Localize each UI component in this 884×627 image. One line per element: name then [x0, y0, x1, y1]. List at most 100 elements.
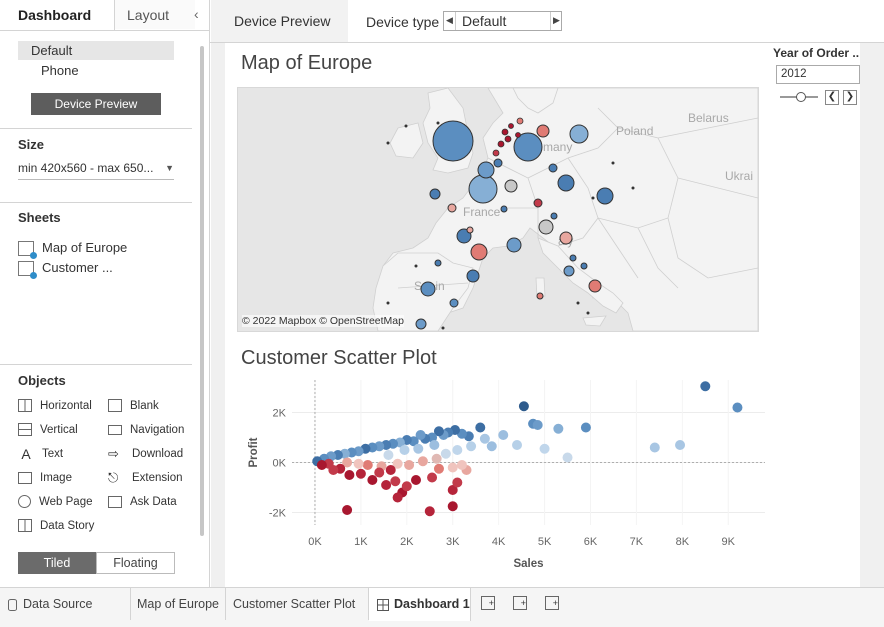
map-bubble [492, 149, 500, 157]
object-image[interactable]: Image [18, 470, 72, 486]
object-vertical[interactable]: Vertical [18, 422, 78, 438]
dashboard-canvas: Map of Europe [225, 43, 860, 587]
sheet-item-customer[interactable]: Customer ... [18, 260, 113, 280]
layout-floating-button[interactable]: Floating [96, 552, 175, 574]
map-bubble [456, 228, 472, 244]
scatter-point [374, 467, 385, 478]
x-tick-label: 0K [308, 536, 322, 548]
object-data-story[interactable]: Data Story [18, 518, 94, 534]
new-worksheet-icon[interactable]: + [481, 596, 495, 610]
object-navigation[interactable]: Navigation [108, 422, 184, 438]
object-ask-data[interactable]: Ask Data [108, 494, 177, 510]
scatter-point [413, 443, 424, 454]
scatter-point [452, 477, 463, 488]
scatter-point [316, 460, 327, 470]
separator [0, 202, 192, 203]
x-tick-label: 7K [630, 536, 644, 548]
map-label-france: France [463, 205, 501, 219]
scatter-point [649, 442, 660, 453]
scatter-point [392, 492, 403, 503]
land-italy [537, 237, 624, 314]
scatter-point [447, 501, 458, 512]
scatter-point [475, 422, 486, 433]
sheet-item-map[interactable]: Map of Europe [18, 240, 127, 260]
scatter-point [415, 430, 426, 440]
year-filter-label: Year of Order .. [773, 46, 860, 60]
device-option-default[interactable]: Default [18, 41, 174, 60]
scatter-point [404, 460, 415, 470]
map-bubble [550, 212, 558, 220]
map-bubble [559, 231, 573, 245]
year-slider[interactable] [780, 92, 818, 102]
object-web-page[interactable]: Web Page [18, 494, 93, 510]
scatter-point [427, 472, 438, 483]
prev-arrow-icon[interactable]: ◀ [446, 15, 453, 25]
year-prev-button[interactable]: ❮ [825, 90, 839, 105]
dropdown-arrow-icon: ▼ [165, 163, 174, 173]
tab-dashboard[interactable]: Dashboard [0, 0, 114, 30]
map-bubble [569, 254, 577, 262]
x-tick-label: 9K [722, 536, 736, 548]
scatter-point [342, 457, 353, 468]
download-icon: ⇨ [108, 445, 119, 461]
separator [0, 128, 192, 129]
map-bubble [515, 132, 521, 138]
scatter-point [553, 423, 564, 434]
y-tick-label: 2K [273, 408, 287, 420]
scatter-point [675, 440, 686, 450]
y-tick-label: 0K [273, 458, 287, 470]
year-next-button[interactable]: ❯ [843, 90, 857, 105]
layout-tiled-button[interactable]: Tiled [18, 552, 96, 574]
map-bubble [513, 132, 543, 162]
y-tick-label: -2K [269, 508, 287, 520]
dashboard-grid-icon [377, 598, 389, 611]
device-type-select[interactable]: ◀ Default ▶ [443, 11, 562, 31]
device-option-phone[interactable]: Phone [41, 63, 79, 78]
map-svg: Poland Belarus many France Ukrai aly Spa… [238, 88, 758, 331]
image-icon [18, 471, 32, 484]
scatter-point [342, 505, 353, 515]
slider-handle[interactable] [796, 92, 806, 102]
x-tick-label: 4K [492, 536, 506, 548]
device-preview-tab[interactable]: Device Preview [211, 0, 348, 42]
collapse-panel-icon[interactable]: ‹ [194, 6, 199, 22]
panel-scrollbar[interactable] [200, 46, 204, 536]
x-tick-label: 3K [446, 536, 460, 548]
object-download[interactable]: ⇨ Download [108, 445, 184, 461]
tab-layout[interactable]: Layout [115, 0, 195, 29]
sheet-tab-map[interactable]: Map of Europe [131, 588, 226, 620]
map-bubble [420, 281, 436, 297]
object-extension[interactable]: ⎋ Extension [108, 469, 183, 485]
object-text[interactable]: A Text [18, 446, 63, 462]
device-preview-button[interactable]: Device Preview [31, 93, 161, 115]
scatter-point [433, 463, 444, 474]
map-bubble [500, 205, 508, 213]
sheet-tab-scatter[interactable]: Customer Scatter Plot [226, 588, 369, 620]
next-arrow-icon[interactable]: ▶ [553, 15, 560, 25]
data-story-icon [18, 519, 32, 533]
object-blank[interactable]: Blank [108, 398, 159, 414]
map-bubble [569, 124, 589, 144]
map-bubble [536, 292, 544, 300]
ask-data-icon [108, 495, 122, 508]
new-story-icon[interactable]: + [545, 596, 559, 610]
object-horizontal[interactable]: Horizontal [18, 398, 92, 414]
map-bubble [516, 117, 524, 125]
data-source-tab[interactable]: Data Source [0, 588, 131, 620]
scatter-point [399, 445, 410, 455]
sheet-tab-dashboard[interactable]: Dashboard 1 [369, 588, 471, 621]
map-bubble [497, 140, 505, 148]
europe-map[interactable]: Poland Belarus many France Ukrai aly Spa… [237, 87, 759, 332]
sheet-label: Customer ... [42, 260, 113, 275]
year-filter-input[interactable]: 2012 [776, 65, 860, 84]
map-label-belarus: Belarus [688, 111, 729, 125]
map-bubble [466, 269, 480, 283]
scatter-point [390, 476, 401, 487]
sheet-used-icon [18, 241, 37, 260]
blank-icon [108, 399, 122, 413]
scatter-point [367, 475, 378, 485]
new-dashboard-icon[interactable]: + [513, 596, 527, 610]
scatter-point [732, 402, 743, 413]
size-dropdown[interactable]: min 420x560 - max 650... ▼ [18, 161, 174, 180]
map-bubble [557, 174, 575, 192]
